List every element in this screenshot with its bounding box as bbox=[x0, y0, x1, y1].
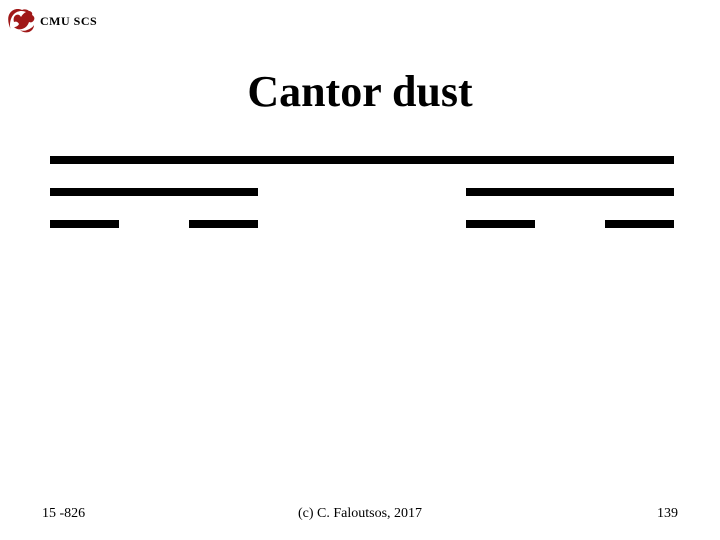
footer-course-number: 15 -826 bbox=[42, 506, 85, 522]
slide-title: Cantor dust bbox=[0, 66, 720, 117]
cantor-segment bbox=[466, 220, 535, 228]
cmu-dragon-icon bbox=[8, 8, 36, 34]
footer-page-number: 139 bbox=[657, 506, 678, 522]
cantor-segment bbox=[50, 156, 674, 164]
footer-copyright: (c) C. Faloutsos, 2017 bbox=[0, 506, 720, 522]
cantor-segment bbox=[466, 188, 674, 196]
cantor-segment bbox=[50, 188, 258, 196]
cantor-segment bbox=[50, 220, 119, 228]
header-org-text: CMU SCS bbox=[40, 14, 97, 29]
cantor-segment bbox=[605, 220, 674, 228]
cantor-segment bbox=[189, 220, 258, 228]
slide-header: CMU SCS bbox=[8, 8, 97, 34]
